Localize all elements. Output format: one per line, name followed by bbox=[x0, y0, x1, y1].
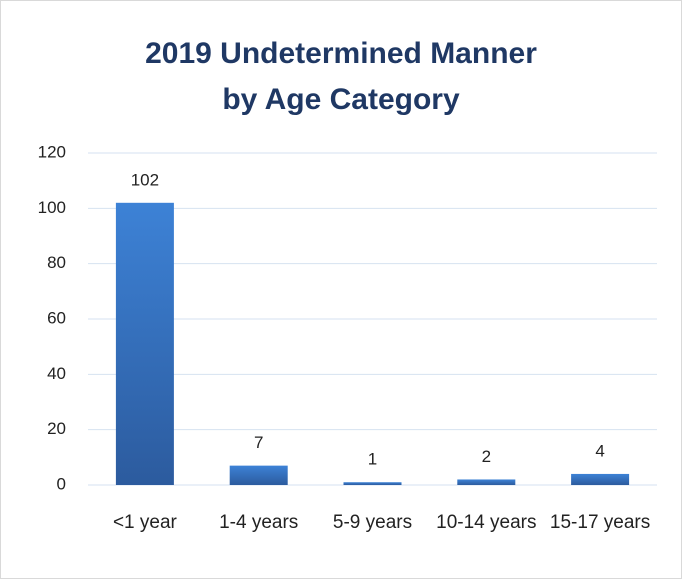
bar bbox=[229, 465, 288, 485]
x-tick-label: 1-4 years bbox=[219, 512, 299, 533]
x-tick-label: 10-14 years bbox=[436, 512, 537, 533]
y-tick-label: 40 bbox=[47, 364, 66, 383]
x-tick-label: <1 year bbox=[112, 512, 177, 533]
data-label: 4 bbox=[595, 441, 604, 460]
bar bbox=[571, 473, 630, 485]
y-tick-label: 60 bbox=[47, 308, 66, 327]
y-tick-label: 0 bbox=[57, 474, 66, 493]
y-tick-label: 20 bbox=[47, 419, 66, 438]
y-tick-label: 120 bbox=[38, 142, 66, 161]
chart-title: by Age Category bbox=[222, 83, 460, 116]
bar bbox=[343, 482, 402, 485]
x-tick-label: 5-9 years bbox=[332, 512, 413, 533]
bar bbox=[115, 202, 174, 486]
y-tick-label: 100 bbox=[38, 198, 66, 217]
bar bbox=[457, 479, 516, 485]
data-label: 7 bbox=[254, 433, 263, 452]
data-label: 2 bbox=[482, 447, 491, 466]
chart-title: 2019 Undetermined Manner bbox=[145, 37, 537, 70]
data-label: 1 bbox=[368, 450, 377, 469]
x-tick-label: 15-17 years bbox=[549, 512, 651, 533]
data-label: 102 bbox=[131, 170, 159, 189]
y-tick-label: 80 bbox=[47, 253, 66, 272]
